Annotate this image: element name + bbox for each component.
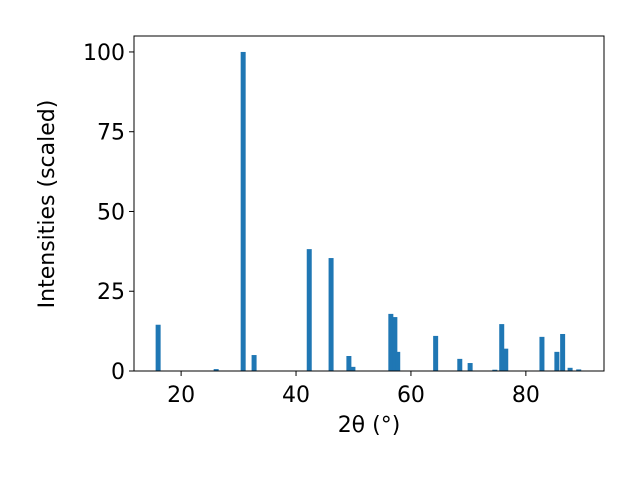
y-tick-label: 25	[97, 280, 125, 305]
bar	[554, 351, 560, 371]
bar	[350, 366, 356, 371]
bar	[433, 335, 439, 371]
bar	[395, 351, 401, 371]
bar	[567, 367, 573, 371]
x-tick-label: 40	[282, 383, 310, 408]
bar	[467, 363, 473, 371]
y-tick-label: 50	[97, 200, 125, 225]
bar	[560, 333, 566, 371]
y-tick-label: 100	[83, 41, 125, 66]
bar	[388, 313, 394, 371]
bar	[240, 51, 246, 371]
bar	[457, 358, 463, 371]
x-axis-label: 2θ (°)	[338, 413, 401, 438]
bar	[576, 369, 582, 371]
bar	[539, 336, 545, 371]
x-tick-label: 80	[512, 383, 540, 408]
bar	[492, 369, 498, 371]
bar	[392, 317, 398, 371]
bar	[499, 324, 505, 371]
bar	[155, 324, 161, 371]
bar	[503, 348, 509, 371]
plot-frame	[133, 35, 605, 372]
bar	[306, 249, 312, 371]
bar	[213, 369, 219, 371]
y-tick-label: 75	[97, 121, 125, 146]
x-tick-label: 20	[167, 383, 195, 408]
bar	[251, 355, 257, 371]
y-tick-label: 0	[111, 360, 125, 385]
y-axis-label: Intensities (scaled)	[35, 100, 60, 309]
x-tick-label: 60	[397, 383, 425, 408]
bar	[328, 258, 334, 371]
bar	[346, 356, 352, 371]
